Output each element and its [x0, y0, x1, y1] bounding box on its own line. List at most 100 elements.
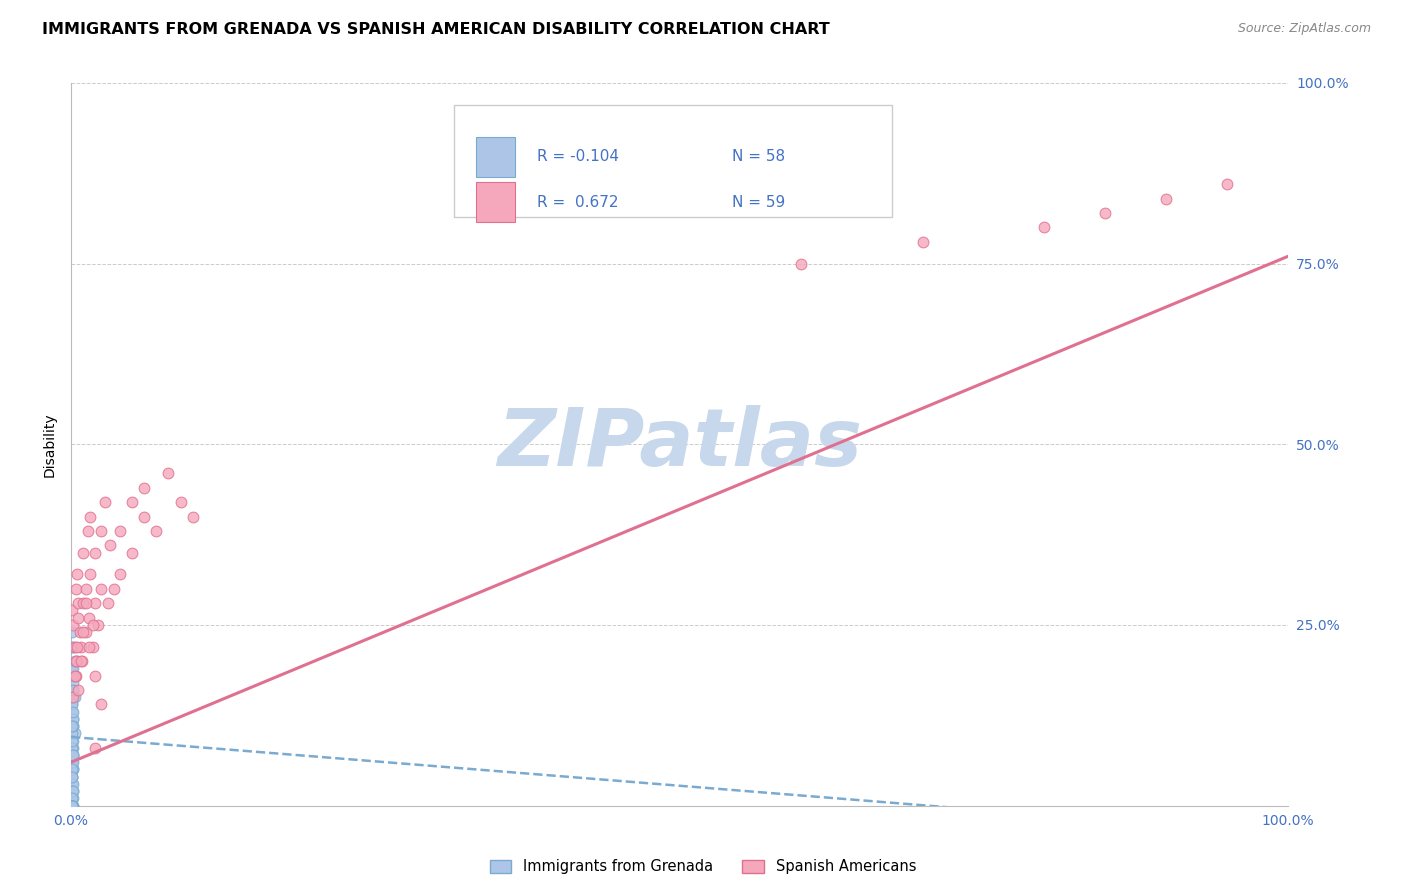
Point	[60, 740, 83, 755]
Legend: Immigrants from Grenada, Spanish Americans: Immigrants from Grenada, Spanish America…	[484, 854, 922, 880]
Point	[63, 726, 86, 740]
Point	[60, 770, 83, 784]
Point	[62, 784, 84, 798]
Point	[1094, 206, 1116, 220]
Point	[1154, 192, 1177, 206]
Point	[84, 668, 107, 682]
Point	[63, 654, 86, 668]
Point	[60, 640, 83, 654]
Point	[1033, 220, 1056, 235]
Point	[65, 668, 87, 682]
Point	[60, 733, 83, 747]
Point	[77, 611, 100, 625]
Point	[82, 618, 104, 632]
Point	[108, 524, 131, 538]
Point	[82, 640, 104, 654]
Point	[60, 726, 83, 740]
Point	[60, 770, 83, 784]
Point	[62, 747, 84, 762]
Point	[90, 698, 112, 712]
Point	[84, 546, 107, 560]
Point	[69, 640, 91, 654]
Text: IMMIGRANTS FROM GRENADA VS SPANISH AMERICAN DISABILITY CORRELATION CHART: IMMIGRANTS FROM GRENADA VS SPANISH AMERI…	[42, 22, 830, 37]
Point	[62, 618, 84, 632]
Point	[62, 798, 84, 813]
Point	[121, 546, 143, 560]
Text: R =  0.672: R = 0.672	[537, 194, 619, 210]
Point	[60, 798, 83, 813]
Text: N = 59: N = 59	[731, 194, 785, 210]
Text: ZIPatlas: ZIPatlas	[496, 405, 862, 483]
Point	[60, 719, 83, 733]
Point	[62, 747, 84, 762]
Point	[60, 756, 83, 770]
Point	[121, 495, 143, 509]
Point	[62, 763, 84, 777]
Point	[145, 524, 167, 538]
Point	[62, 712, 84, 726]
Point	[72, 625, 94, 640]
FancyBboxPatch shape	[454, 104, 893, 217]
Point	[87, 618, 110, 632]
Point	[66, 567, 89, 582]
Point	[60, 740, 83, 755]
Point	[62, 690, 84, 705]
Point	[72, 596, 94, 610]
Point	[62, 740, 84, 755]
Point	[62, 756, 84, 770]
Point	[60, 791, 83, 805]
Point	[62, 712, 84, 726]
Point	[69, 654, 91, 668]
Point	[79, 509, 101, 524]
Point	[60, 798, 83, 813]
Point	[132, 481, 155, 495]
Point	[75, 582, 97, 596]
Point	[132, 509, 155, 524]
Point	[60, 698, 83, 712]
Point	[62, 798, 84, 813]
Point	[94, 495, 117, 509]
Point	[62, 719, 84, 733]
Point	[65, 654, 87, 668]
Text: Source: ZipAtlas.com: Source: ZipAtlas.com	[1237, 22, 1371, 36]
Point	[62, 640, 84, 654]
Point	[60, 726, 83, 740]
Point	[60, 705, 83, 719]
Point	[62, 733, 84, 747]
Point	[157, 466, 180, 480]
Point	[60, 763, 83, 777]
Point	[60, 625, 83, 640]
Point	[75, 625, 97, 640]
Bar	[477, 136, 515, 177]
Point	[98, 538, 121, 552]
Point	[62, 661, 84, 675]
Point	[62, 668, 84, 682]
Point	[90, 582, 112, 596]
Point	[62, 705, 84, 719]
Point	[75, 596, 97, 610]
Point	[790, 257, 813, 271]
Point	[67, 611, 90, 625]
Point	[62, 791, 84, 805]
Text: N = 58: N = 58	[731, 149, 785, 164]
Point	[62, 719, 84, 733]
Point	[62, 747, 84, 762]
Point	[62, 675, 84, 690]
Point	[70, 654, 93, 668]
Point	[103, 582, 125, 596]
Point	[60, 791, 83, 805]
Point	[77, 640, 100, 654]
Point	[65, 582, 87, 596]
Point	[169, 495, 191, 509]
Point	[60, 770, 83, 784]
Point	[69, 625, 91, 640]
Point	[62, 777, 84, 791]
Point	[60, 798, 83, 813]
Text: R = -0.104: R = -0.104	[537, 149, 619, 164]
Point	[60, 798, 83, 813]
Point	[77, 524, 100, 538]
Point	[84, 596, 107, 610]
Point	[60, 798, 83, 813]
Point	[60, 784, 83, 798]
Point	[62, 683, 84, 698]
